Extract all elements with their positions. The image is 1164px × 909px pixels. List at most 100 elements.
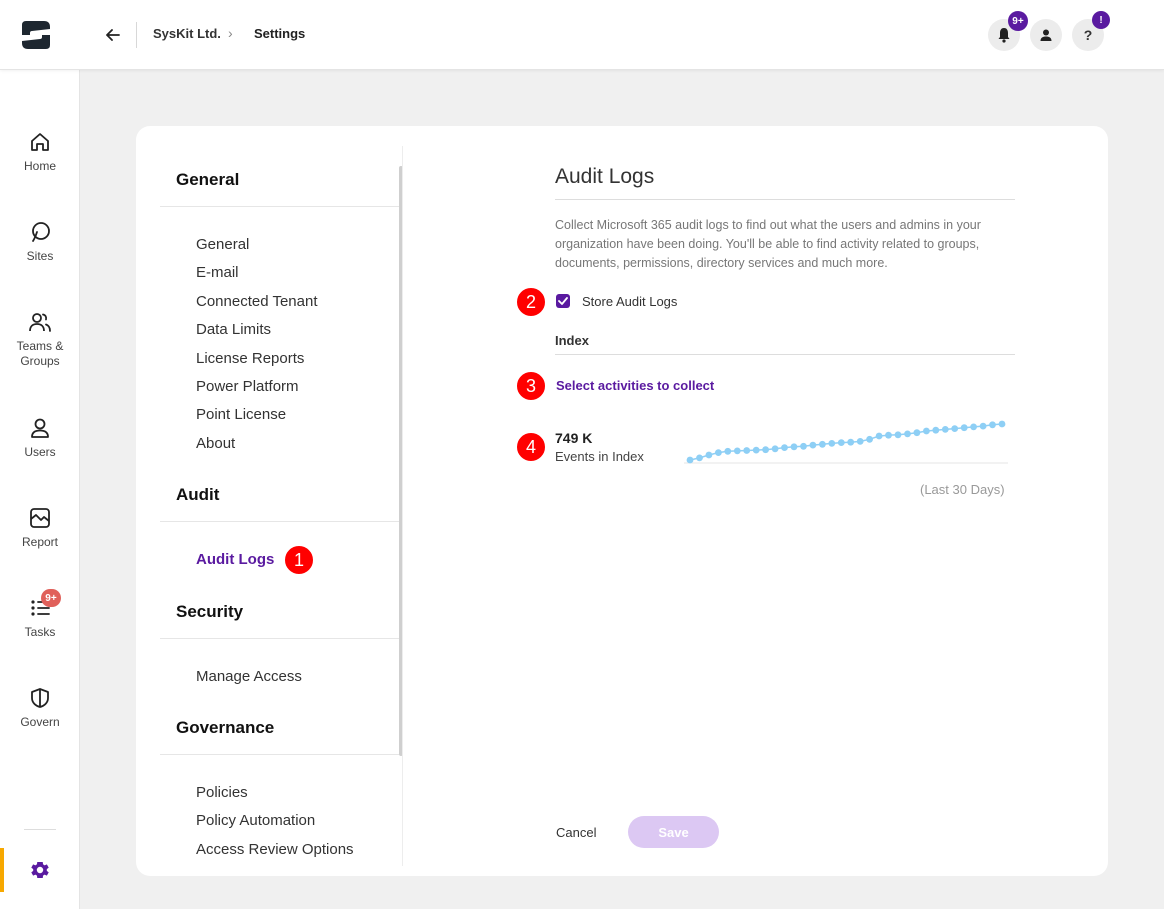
sparkline-point	[970, 423, 977, 431]
nav-tasks[interactable]: 9+ Tasks	[0, 589, 80, 677]
notifications-badge: 9+	[1008, 11, 1028, 31]
menu-link-policy-automation[interactable]: Policy Automation	[196, 812, 316, 829]
save-button[interactable]: Save	[628, 816, 719, 848]
menu-link-email[interactable]: E-mail	[196, 264, 239, 281]
menu-divider	[402, 146, 403, 866]
nav-govern[interactable]: Govern	[0, 687, 80, 767]
sparkline-point	[771, 445, 779, 453]
menu-link-license-reports[interactable]: License Reports	[196, 350, 305, 367]
breadcrumb-divider	[136, 22, 137, 48]
back-arrow-icon[interactable]	[102, 24, 124, 46]
sparkline-point	[790, 443, 798, 451]
help-icon: ?	[1083, 27, 1093, 43]
sparkline-point	[696, 454, 703, 462]
sparkline-point	[894, 431, 902, 439]
nav-users[interactable]: Users	[0, 417, 80, 497]
nav-home[interactable]: Home	[0, 131, 80, 211]
sparkline-point	[762, 446, 769, 454]
notifications-button[interactable]: 9+	[988, 11, 1028, 51]
sparkline-point	[932, 426, 940, 434]
sparkline-point	[875, 432, 883, 440]
callout-marker: 1	[284, 545, 314, 575]
syskit-logo[interactable]	[18, 17, 54, 53]
nav-divider	[24, 829, 56, 830]
left-navigation: Home Sites Teams & Groups Users Report 9…	[0, 70, 80, 909]
nav-govern-label: Govern	[20, 715, 60, 729]
index-heading: Index	[555, 333, 589, 348]
section-divider	[160, 521, 400, 522]
nav-teams-groups[interactable]: Teams & Groups	[0, 311, 80, 391]
sparkline-point	[856, 438, 864, 445]
sparkline-point	[951, 425, 959, 432]
sparkline-point	[847, 438, 855, 446]
checkmark-icon	[558, 297, 568, 305]
nav-active-indicator	[0, 848, 4, 892]
nav-sites[interactable]: Sites	[0, 221, 80, 301]
shield-icon	[31, 688, 49, 708]
menu-link-point-license[interactable]: Point License	[196, 406, 287, 423]
sites-icon	[32, 222, 50, 242]
sparkline-point	[800, 442, 807, 450]
sparkline-point	[715, 449, 722, 456]
select-activities-link[interactable]: Select activities to collect	[556, 378, 715, 393]
sparkline-point	[819, 440, 826, 448]
sparkline-point	[904, 430, 911, 438]
help-badge: !	[1092, 11, 1110, 29]
events-label: Events in Index	[555, 449, 644, 464]
menu-link-about[interactable]: About	[196, 435, 236, 452]
cancel-button[interactable]: Cancel	[556, 825, 597, 840]
sparkline-point	[724, 447, 732, 455]
sparkline-point	[885, 431, 892, 439]
sparkline-point	[828, 440, 836, 447]
report-icon	[30, 508, 50, 528]
index-divider	[555, 354, 1015, 355]
menu-link-manage-access[interactable]: Manage Access	[196, 668, 302, 685]
menu-link-power-platform[interactable]: Power Platform	[196, 378, 299, 395]
nav-users-label: Users	[24, 445, 56, 459]
breadcrumb-separator: ›	[228, 25, 233, 41]
nav-report-label: Report	[21, 535, 59, 549]
nav-report[interactable]: Report	[0, 507, 80, 587]
help-button[interactable]: ? !	[1072, 11, 1110, 51]
audit-description: Collect Microsoft 365 audit logs to find…	[555, 218, 981, 270]
nav-settings[interactable]	[0, 848, 80, 892]
sparkline-point	[989, 421, 996, 429]
sparkline-point	[913, 429, 921, 437]
sparkline-point	[960, 424, 968, 432]
top-bar: SysKit Ltd. › Settings 9+ ? !	[0, 0, 1164, 70]
section-divider	[160, 638, 400, 639]
tasks-badge: 9+	[41, 589, 61, 607]
sparkline-point	[998, 420, 1006, 428]
sparkline-point	[979, 422, 987, 430]
sparkline-point	[686, 456, 694, 464]
menu-link-audit-logs[interactable]: Audit Logs	[196, 551, 275, 568]
menu-link-data-limits[interactable]: Data Limits	[196, 321, 272, 338]
profile-button[interactable]	[1030, 19, 1062, 51]
title-divider	[555, 199, 1015, 200]
breadcrumb-current: Settings	[254, 26, 306, 41]
menu-link-policies[interactable]: Policies	[196, 784, 248, 801]
user-icon	[1040, 29, 1052, 41]
section-divider	[160, 754, 400, 755]
sparkline-point	[809, 441, 817, 449]
menu-link-connected-tenant[interactable]: Connected Tenant	[196, 293, 318, 310]
bell-icon	[998, 28, 1010, 43]
callout-marker: 4	[516, 432, 546, 462]
menu-link-access-review-options[interactable]: Access Review Options	[196, 841, 354, 858]
settings-menu: General General E-mail Connected Tenant …	[160, 156, 400, 866]
user-icon	[31, 418, 49, 438]
breadcrumb-tenant[interactable]: SysKit Ltd.	[153, 26, 221, 41]
sparkline-point	[837, 439, 845, 446]
store-audit-logs-label[interactable]: Store Audit Logs	[582, 294, 678, 309]
store-audit-logs-checkbox[interactable]	[556, 294, 570, 308]
gear-icon	[31, 862, 49, 878]
nav-tasks-label: Tasks	[24, 625, 56, 639]
events-count: 749 K	[555, 430, 593, 446]
page-title: Audit Logs	[555, 165, 655, 188]
callout-marker: 2	[516, 287, 546, 317]
section-title-general: General	[176, 170, 240, 189]
menu-link-general[interactable]: General	[196, 236, 250, 253]
menu-scrollbar[interactable]	[399, 166, 403, 756]
sparkline-point	[752, 446, 760, 454]
callout-marker: 3	[516, 371, 546, 401]
